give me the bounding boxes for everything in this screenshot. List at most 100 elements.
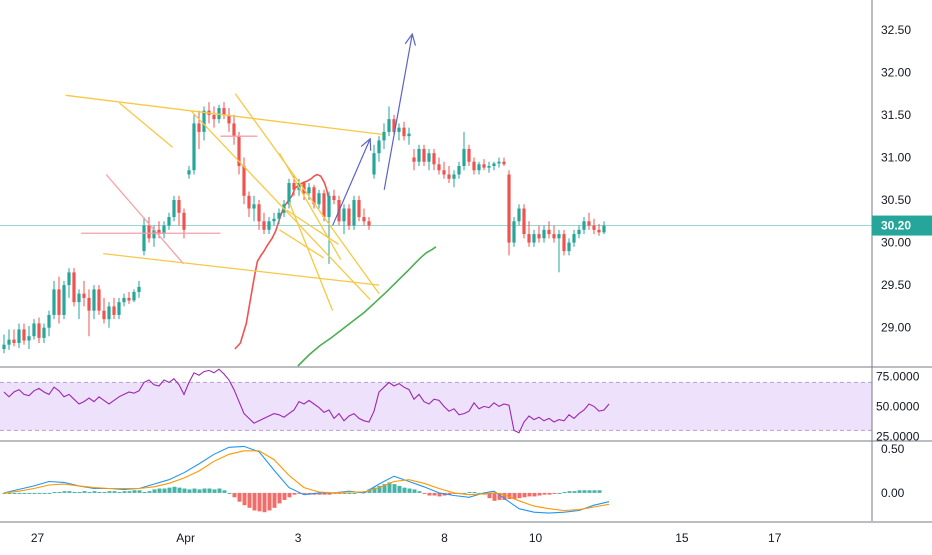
candle[interactable] (602, 221, 606, 235)
candle[interactable] (52, 280, 56, 320)
candle[interactable] (17, 323, 21, 349)
candle[interactable] (132, 289, 136, 303)
candle[interactable] (472, 157, 476, 175)
candle[interactable] (527, 221, 531, 247)
candle[interactable] (287, 178, 291, 209)
candle[interactable] (562, 229, 566, 256)
candle[interactable] (47, 310, 51, 337)
candle[interactable] (12, 329, 16, 347)
candle[interactable] (62, 280, 66, 320)
candle[interactable] (127, 291, 131, 304)
candle[interactable] (347, 204, 351, 230)
candle[interactable] (177, 195, 181, 226)
candle[interactable] (2, 334, 6, 354)
candle[interactable] (462, 131, 466, 171)
candle[interactable] (172, 195, 176, 222)
candle[interactable] (267, 217, 271, 235)
candle[interactable] (272, 212, 276, 226)
candle[interactable] (432, 148, 436, 171)
candle[interactable] (112, 297, 116, 320)
candle[interactable] (212, 106, 216, 128)
candle[interactable] (7, 329, 11, 350)
candle[interactable] (407, 127, 411, 145)
price-panel[interactable] (0, 32, 872, 367)
macd-panel[interactable] (2, 445, 610, 514)
trendline[interactable] (65, 94, 383, 136)
candle[interactable] (227, 108, 231, 132)
candle[interactable] (252, 195, 256, 222)
candle[interactable] (22, 323, 26, 345)
candle[interactable] (377, 136, 381, 162)
candle[interactable] (97, 285, 101, 315)
candle[interactable] (37, 317, 41, 344)
candle[interactable] (162, 221, 166, 239)
trendline[interactable] (234, 93, 380, 295)
candle[interactable] (27, 325, 31, 349)
candle[interactable] (467, 144, 471, 166)
candle[interactable] (87, 289, 91, 337)
projection-arrow[interactable] (332, 138, 371, 226)
candle[interactable] (332, 189, 336, 205)
candle[interactable] (357, 195, 361, 222)
candle[interactable] (102, 297, 106, 324)
trendline[interactable] (286, 209, 339, 245)
candle[interactable] (352, 195, 356, 230)
candle[interactable] (422, 144, 426, 166)
candle[interactable] (192, 114, 196, 175)
candle[interactable] (452, 170, 456, 188)
candle[interactable] (117, 297, 121, 320)
candle[interactable] (167, 212, 171, 230)
candle[interactable] (367, 217, 371, 230)
trendline[interactable] (103, 253, 380, 286)
candle[interactable] (317, 189, 321, 209)
candle[interactable] (277, 208, 281, 224)
projection-arrow[interactable] (383, 33, 413, 190)
candle[interactable] (477, 161, 481, 175)
candle[interactable] (242, 157, 246, 205)
trendline[interactable] (105, 174, 185, 265)
candle[interactable] (522, 204, 526, 239)
candle[interactable] (57, 276, 61, 324)
candle[interactable] (92, 285, 96, 320)
candle[interactable] (257, 200, 261, 230)
candle[interactable] (437, 157, 441, 175)
candle[interactable] (77, 289, 81, 320)
candle[interactable] (197, 110, 201, 149)
candle[interactable] (122, 293, 126, 307)
candle[interactable] (42, 323, 46, 344)
candle[interactable] (232, 114, 236, 145)
candle[interactable] (147, 217, 151, 243)
candle[interactable] (342, 204, 346, 235)
trendline[interactable] (119, 102, 173, 148)
candle[interactable] (572, 229, 576, 247)
candle[interactable] (532, 229, 536, 247)
candle[interactable] (517, 204, 521, 226)
candle[interactable] (547, 221, 551, 239)
candle[interactable] (372, 144, 376, 179)
candle[interactable] (542, 225, 546, 243)
candle[interactable] (362, 208, 366, 226)
candle[interactable] (497, 157, 501, 168)
candle[interactable] (142, 217, 146, 256)
trendline[interactable] (279, 229, 325, 259)
trendline[interactable] (288, 201, 334, 311)
candle[interactable] (417, 144, 421, 166)
candle[interactable] (427, 148, 431, 171)
candle[interactable] (442, 161, 446, 179)
trendline[interactable] (190, 110, 371, 301)
candle[interactable] (512, 217, 516, 247)
candle[interactable] (507, 170, 511, 256)
candle[interactable] (67, 268, 71, 298)
candle[interactable] (397, 123, 401, 141)
candle[interactable] (237, 131, 241, 175)
candle[interactable] (222, 102, 226, 120)
candle[interactable] (457, 161, 461, 179)
trendline[interactable] (278, 152, 342, 260)
candle[interactable] (537, 225, 541, 243)
candle[interactable] (32, 319, 36, 340)
candle[interactable] (557, 229, 561, 273)
candle[interactable] (387, 106, 391, 137)
candle[interactable] (482, 159, 486, 171)
candle[interactable] (382, 123, 386, 149)
